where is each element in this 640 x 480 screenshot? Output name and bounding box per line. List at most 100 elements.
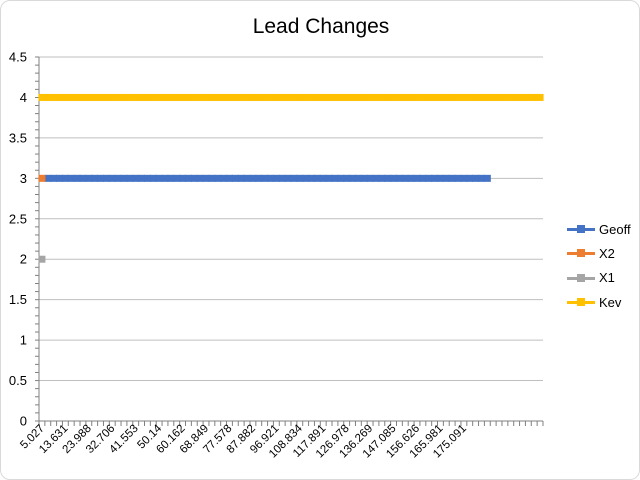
- data-point-geoff: [343, 174, 351, 182]
- data-point-geoff: [196, 174, 204, 182]
- data-point-kev: [196, 93, 204, 101]
- data-point-kev: [431, 93, 439, 101]
- data-point-geoff: [173, 174, 181, 182]
- data-point-geoff: [143, 174, 151, 182]
- data-point-geoff: [208, 174, 216, 182]
- data-point-geoff: [331, 174, 339, 182]
- data-point-geoff: [161, 174, 169, 182]
- data-point-geoff: [419, 174, 427, 182]
- data-point-kev: [366, 93, 374, 101]
- data-point-geoff: [249, 174, 257, 182]
- data-point-geoff: [114, 174, 122, 182]
- y-tick-label: 0: [20, 414, 27, 429]
- data-point-kev: [138, 93, 146, 101]
- data-point-kev: [401, 93, 409, 101]
- data-point-kev: [120, 93, 128, 101]
- data-point-geoff: [266, 174, 274, 182]
- data-point-geoff: [220, 174, 228, 182]
- legend: Geoff X2 X1 Kev: [567, 217, 631, 314]
- data-point-kev: [132, 93, 140, 101]
- data-point-kev: [308, 93, 316, 101]
- data-point-x1: [38, 255, 46, 263]
- data-point-geoff: [454, 174, 462, 182]
- data-point-geoff: [308, 174, 316, 182]
- data-point-geoff: [372, 174, 380, 182]
- data-point-kev: [237, 93, 245, 101]
- data-point-kev: [266, 93, 274, 101]
- data-point-kev: [243, 93, 251, 101]
- data-point-kev: [325, 93, 333, 101]
- data-point-kev: [231, 93, 239, 101]
- y-tick-label: 3.5: [9, 130, 27, 145]
- data-point-geoff: [225, 174, 233, 182]
- data-point-kev: [518, 93, 526, 101]
- data-point-kev: [38, 93, 46, 101]
- data-point-geoff: [290, 174, 298, 182]
- data-point-geoff: [477, 174, 485, 182]
- data-point-kev: [349, 93, 357, 101]
- legend-item-geoff: Geoff: [567, 217, 631, 241]
- data-point-kev: [214, 93, 222, 101]
- data-point-kev: [477, 93, 485, 101]
- data-point-kev: [261, 93, 269, 101]
- data-point-kev: [530, 93, 538, 101]
- data-point-geoff: [460, 174, 468, 182]
- data-point-geoff: [407, 174, 415, 182]
- data-point-geoff: [413, 174, 421, 182]
- data-point-kev: [337, 93, 345, 101]
- data-point-geoff: [436, 174, 444, 182]
- data-point-kev: [108, 93, 116, 101]
- data-point-kev: [249, 93, 257, 101]
- legend-marker-icon: [567, 224, 595, 234]
- data-point-kev: [85, 93, 93, 101]
- data-point-geoff: [132, 174, 140, 182]
- data-point-kev: [278, 93, 286, 101]
- data-point-geoff: [325, 174, 333, 182]
- data-point-kev: [501, 93, 509, 101]
- data-point-kev: [343, 93, 351, 101]
- data-point-kev: [442, 93, 450, 101]
- data-point-kev: [167, 93, 175, 101]
- data-point-geoff: [366, 174, 374, 182]
- data-point-geoff: [302, 174, 310, 182]
- data-point-geoff: [61, 174, 69, 182]
- y-tick-label: 2: [20, 252, 27, 267]
- data-point-geoff: [278, 174, 286, 182]
- data-point-geoff: [401, 174, 409, 182]
- data-point-geoff: [483, 174, 491, 182]
- data-point-kev: [419, 93, 427, 101]
- data-point-geoff: [190, 174, 198, 182]
- data-point-kev: [143, 93, 151, 101]
- data-point-kev: [466, 93, 474, 101]
- data-point-kev: [360, 93, 368, 101]
- data-point-geoff: [296, 174, 304, 182]
- data-point-geoff: [167, 174, 175, 182]
- data-point-geoff: [44, 174, 52, 182]
- data-point-kev: [149, 93, 157, 101]
- data-point-geoff: [85, 174, 93, 182]
- legend-marker-icon: [567, 248, 595, 258]
- data-point-kev: [56, 93, 64, 101]
- data-point-geoff: [284, 174, 292, 182]
- data-point-geoff: [442, 174, 450, 182]
- data-point-kev: [179, 93, 187, 101]
- data-point-geoff: [313, 174, 321, 182]
- data-point-kev: [184, 93, 192, 101]
- data-point-kev: [114, 93, 122, 101]
- data-point-kev: [390, 93, 398, 101]
- data-point-kev: [384, 93, 392, 101]
- data-point-kev: [155, 93, 163, 101]
- y-tick-label: 3: [20, 171, 27, 186]
- legend-label: Geoff: [599, 221, 631, 237]
- data-point-geoff: [395, 174, 403, 182]
- data-point-geoff: [126, 174, 134, 182]
- data-point-kev: [302, 93, 310, 101]
- data-point-kev: [536, 93, 544, 101]
- data-point-geoff: [354, 174, 362, 182]
- data-point-kev: [97, 93, 105, 101]
- data-point-kev: [413, 93, 421, 101]
- data-point-geoff: [319, 174, 327, 182]
- data-point-kev: [126, 93, 134, 101]
- y-tick-label: 2.5: [9, 211, 27, 226]
